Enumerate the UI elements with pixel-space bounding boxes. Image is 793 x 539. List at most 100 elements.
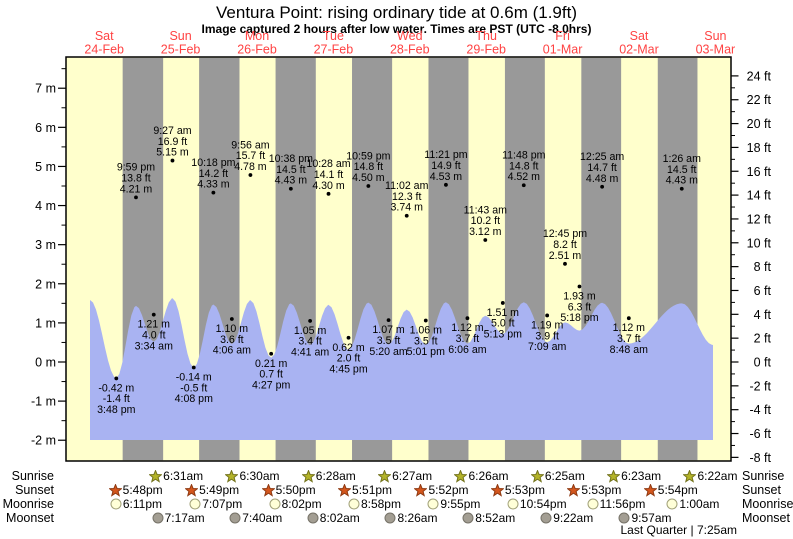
tide-annotation-low: 1.12 m 3.7 ft 8:48 am bbox=[610, 322, 648, 356]
sunrise-star-icon bbox=[530, 469, 544, 483]
tide-event-dot bbox=[346, 335, 351, 340]
tide-annotation-high: 11:43 am 10.2 ft 3.12 m bbox=[464, 204, 508, 238]
sunset-event: 5:49pm bbox=[185, 483, 239, 498]
feet-axis-label: 12 ft bbox=[747, 212, 772, 226]
moonrise-circle-icon bbox=[427, 498, 439, 510]
tide-event-dot bbox=[248, 173, 253, 177]
tide-annotation-low: 0.62 m 2.0 ft 4:45 pm bbox=[329, 342, 367, 376]
moonrise-event: 6:11pm bbox=[110, 497, 162, 512]
sunrise-time: 6:26am bbox=[468, 469, 509, 483]
sunset-time: 5:53pm bbox=[504, 483, 545, 497]
feet-axis-label: 2 ft bbox=[754, 332, 772, 346]
tide-event-dot bbox=[423, 318, 428, 323]
chart-title: Ventura Point: rising ordinary tide at 0… bbox=[216, 3, 577, 22]
sunset-time: 5:48pm bbox=[122, 483, 163, 497]
moonrise-event: 10:54pm bbox=[507, 497, 567, 512]
feet-axis-label: 24 ft bbox=[747, 69, 772, 83]
moonset-time: 8:52am bbox=[475, 511, 516, 525]
tide-annotation-low: 1.10 m 3.6 ft 4:06 am bbox=[213, 323, 251, 357]
sunset-time: 5:51pm bbox=[352, 483, 393, 497]
moonrise-time: 8:02pm bbox=[281, 497, 322, 511]
sunset-star-icon bbox=[567, 483, 581, 497]
tide-annotation-low: -0.14 m -0.5 ft 4:08 pm bbox=[175, 371, 213, 405]
tide-annotation-high: 10:38 pm 14.5 ft 4.43 m bbox=[269, 153, 313, 187]
moon-phase-note: Last Quarter | 7:25am bbox=[620, 523, 737, 537]
tide-event-dot bbox=[679, 186, 684, 191]
sunset-event: 5:48pm bbox=[108, 483, 163, 498]
feet-axis-label: 8 ft bbox=[754, 260, 772, 274]
tide-event-dot bbox=[404, 213, 409, 218]
sunrise-star-icon bbox=[607, 469, 621, 483]
sunrise-star-icon bbox=[225, 469, 239, 483]
plot-frame bbox=[65, 56, 732, 462]
moonset-time: 9:57am bbox=[631, 511, 672, 525]
moonset-event: 8:52am bbox=[462, 511, 515, 526]
tide-annotation-high: 10:59 pm 14.8 ft 4.50 m bbox=[346, 150, 390, 184]
sunset-row-label: Sunset bbox=[15, 483, 54, 497]
moonrise-time: 8:58pm bbox=[360, 497, 401, 511]
feet-axis-label: 0 ft bbox=[754, 356, 772, 370]
sunrise-time: 6:23am bbox=[621, 469, 662, 483]
moonset-row-label: Moonset bbox=[742, 511, 790, 525]
moonset-circle-icon bbox=[152, 512, 164, 524]
sunset-star-icon bbox=[338, 483, 352, 497]
moonset-event: 8:26am bbox=[384, 511, 437, 526]
moonrise-circle-icon bbox=[189, 498, 201, 510]
tide-event-dot bbox=[191, 365, 196, 370]
moonset-event: 9:22am bbox=[540, 511, 593, 526]
sunrise-time: 6:27am bbox=[392, 469, 433, 483]
feet-axis-label: 14 ft bbox=[747, 189, 772, 203]
feet-axis-label: 4 ft bbox=[754, 308, 772, 322]
tide-event-dot bbox=[366, 184, 371, 188]
tide-event-dot bbox=[577, 284, 582, 289]
feet-axis-label: -6 ft bbox=[749, 427, 771, 441]
sunset-star-icon bbox=[108, 483, 122, 497]
tide-event-dot bbox=[483, 238, 488, 242]
tide-annotation-high: 12:45 pm 8.2 ft 2.51 m bbox=[543, 228, 587, 262]
moonset-event: 7:40am bbox=[229, 511, 282, 526]
sunset-time: 5:54pm bbox=[657, 483, 698, 497]
moonset-row-label: Moonset bbox=[6, 511, 54, 525]
moonrise-event: 8:02pm bbox=[269, 497, 322, 512]
sunrise-event: 6:23am bbox=[607, 469, 661, 484]
sunrise-time: 6:28am bbox=[315, 469, 356, 483]
tide-annotation-low: -0.42 m -1.4 ft 3:48 pm bbox=[97, 382, 135, 416]
moonset-circle-icon bbox=[229, 512, 241, 524]
day-label: Sun 25-Feb bbox=[161, 29, 201, 57]
meters-axis-label: 2 m bbox=[35, 277, 56, 291]
tide-annotation-high: 9:59 pm 13.8 ft 4.21 m bbox=[117, 162, 155, 196]
tide-annotation-high: 10:18 pm 14.2 ft 4.33 m bbox=[191, 157, 235, 191]
tide-annotation-low: 1.51 m 5.0 ft 5:13 pm bbox=[484, 307, 522, 341]
moonset-time: 7:40am bbox=[242, 511, 283, 525]
tide-event-dot bbox=[288, 186, 293, 191]
tide-annotation-low: 1.05 m 3.4 ft 4:41 am bbox=[291, 325, 329, 359]
sunrise-event: 6:26am bbox=[454, 469, 509, 484]
day-label: Mon 26-Feb bbox=[237, 29, 277, 57]
moonset-circle-icon bbox=[462, 512, 474, 524]
sunrise-event: 6:31am bbox=[149, 469, 203, 484]
tide-event-dot bbox=[600, 184, 605, 189]
day-label: Sat 02-Mar bbox=[619, 29, 659, 57]
moonrise-time: 10:54pm bbox=[519, 497, 567, 511]
day-label: Wed 28-Feb bbox=[390, 29, 430, 57]
feet-axis-label: -8 ft bbox=[749, 451, 771, 465]
sunset-event: 5:52pm bbox=[414, 483, 469, 498]
tide-annotation-high: 11:02 am 12.3 ft 3.74 m bbox=[385, 180, 429, 214]
moonrise-time: 11:56pm bbox=[599, 497, 646, 511]
moonset-circle-icon bbox=[307, 512, 319, 524]
moonrise-circle-icon bbox=[666, 498, 678, 510]
sunset-star-icon bbox=[185, 483, 199, 497]
meters-axis-label: 0 m bbox=[35, 356, 56, 370]
tide-event-dot bbox=[444, 182, 448, 187]
tide-annotation-high: 9:56 am 15.7 ft 4.78 m bbox=[231, 139, 269, 173]
feet-axis-label: 16 ft bbox=[747, 165, 772, 179]
day-label: Sat 24-Feb bbox=[84, 29, 124, 57]
sunset-time: 5:52pm bbox=[428, 483, 469, 497]
meters-axis-label: -1 m bbox=[31, 395, 56, 409]
sunset-row-label: Sunset bbox=[742, 483, 781, 497]
sunrise-time: 6:30am bbox=[239, 469, 280, 483]
sunset-event: 5:53pm bbox=[567, 483, 621, 498]
tide-event-dot bbox=[326, 191, 331, 196]
sunrise-event: 6:28am bbox=[301, 469, 356, 484]
